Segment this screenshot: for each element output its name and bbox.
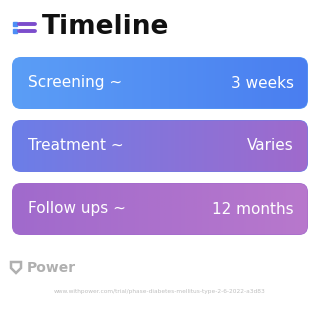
Text: www.withpower.com/trial/phase-diabetes-mellitus-type-2-6-2022-a3d83: www.withpower.com/trial/phase-diabetes-m… [54,288,266,294]
Text: 12 months: 12 months [212,201,294,216]
FancyBboxPatch shape [12,120,308,172]
FancyBboxPatch shape [12,57,308,109]
Text: Treatment ~: Treatment ~ [28,139,124,153]
FancyBboxPatch shape [12,183,308,235]
Text: Follow ups ~: Follow ups ~ [28,201,126,216]
Text: Screening ~: Screening ~ [28,76,122,91]
Text: Timeline: Timeline [42,14,169,41]
Text: Power: Power [27,261,76,274]
Text: 3 weeks: 3 weeks [231,76,294,91]
Text: Varies: Varies [247,139,294,153]
